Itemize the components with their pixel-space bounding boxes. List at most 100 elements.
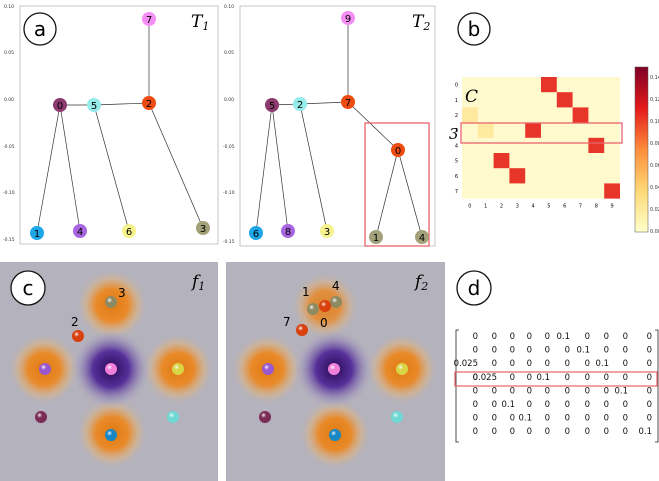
matrix-cell: 0 [473, 346, 478, 356]
ball-label: 7 [283, 315, 291, 329]
matrix-d: 0 0 0 0 0 0.1 0 0 0 00 0 0 0 0 0 0.1 0 0 00.025 0 0 0 0 0 0 0.1 0 0… [454, 332, 652, 437]
ytick: 0.05 [224, 50, 234, 56]
matrix-cell: 0 [565, 400, 570, 410]
yticks-t1: 0.10 0.05 0.00 -0.05 -0.10 -0.15 [3, 4, 15, 243]
matrix-cell: 0 [585, 427, 590, 437]
row-tick: 7 [455, 189, 458, 195]
matrix-cell: 0 [527, 332, 532, 342]
row-tick: 5 [455, 159, 458, 165]
row-tick: 1 [455, 98, 458, 104]
matrix-cell: 0 [527, 427, 532, 437]
tree-node: 2 [142, 96, 156, 110]
matrix-cell: 0 [585, 414, 590, 424]
matrix-cell: 0 [545, 332, 550, 342]
matrix-cell: 0 [623, 373, 628, 383]
tree-node: 1 [30, 226, 44, 240]
matrix-cell: 0 [545, 400, 550, 410]
nodes-t1: 7 0 5 2 1 4 6 3 [30, 12, 210, 240]
yticks-t2: 0.10 0.05 0.00 -0.05 -0.10 -0.15 [223, 4, 235, 245]
colorbar [634, 66, 649, 233]
matrix-cell: 0.1 [576, 346, 590, 356]
ytick: 0.00 [4, 97, 14, 103]
matrix-cell: 0 [647, 386, 652, 396]
matrix-cell: 0 [492, 359, 497, 369]
tree-node: 8 [281, 224, 295, 238]
svg-text:1: 1 [34, 229, 40, 240]
field-f2-balls [259, 296, 408, 441]
matrix-cell: 0 [647, 346, 652, 356]
tree-node: 0 [391, 143, 405, 157]
panel-letter-badge [457, 12, 491, 46]
matrix-cell: 0 [473, 386, 478, 396]
svg-text:8: 8 [285, 227, 291, 238]
matrix-cell: 0 [565, 373, 570, 383]
matrix-cell: 0 [623, 359, 628, 369]
panel-letter: c [23, 276, 34, 300]
colorbar-tick: 0.14 [650, 75, 659, 81]
matrix-cell: 0 [565, 427, 570, 437]
ytick: -0.15 [223, 239, 235, 245]
matrix-cell: 0 [473, 332, 478, 342]
col-tick: 0 [468, 204, 471, 210]
highlight-matrix-row [454, 371, 658, 387]
colorbar-ticks: 0.14 0.12 0.10 0.08 0.06 0.04 0.02 0.00 [650, 75, 659, 235]
col-tick: 6 [563, 204, 566, 210]
matrix-cell: 0 [545, 359, 550, 369]
heatmap-cell [541, 77, 557, 93]
matrix-cell: 0 [647, 332, 652, 342]
matrix-cell: 0 [585, 373, 590, 383]
svg-text:3: 3 [200, 224, 206, 235]
matrix-cell: 0 [545, 346, 550, 356]
ytick: 0.10 [224, 4, 234, 10]
tree-node: 3 [196, 221, 210, 235]
svg-text:2: 2 [146, 99, 152, 110]
ball-label: 3 [118, 286, 126, 300]
tree-node: 6 [122, 224, 136, 238]
tree-node: 5 [265, 98, 279, 112]
row-tick: 3 [455, 128, 458, 134]
ball-label: 0 [320, 316, 328, 330]
col-tick: 2 [500, 204, 503, 210]
tree-node: 1 [369, 230, 383, 244]
svg-text:5: 5 [269, 101, 275, 112]
tree-node: 7 [142, 12, 156, 26]
plot-frame-t2 [239, 5, 436, 247]
colorbar-tick: 0.08 [650, 141, 659, 147]
svg-text:4: 4 [419, 233, 425, 244]
heatmap-cell [509, 168, 526, 184]
col-tick: 4 [532, 204, 535, 210]
heatmap-cell [525, 122, 541, 138]
matrix-cell: 0 [492, 332, 497, 342]
tree-node: 9 [341, 11, 355, 25]
matrix-cell: 0 [510, 359, 515, 369]
col-tick: 3 [516, 204, 519, 210]
nodes-t2: 9 5 2 7 0 6 8 3 1 4 [249, 11, 429, 244]
matrix-cell: 0 [545, 427, 550, 437]
matrix-cell: 0 [473, 373, 478, 383]
matrix-cell: 0 [473, 400, 478, 410]
col-tick: 9 [611, 204, 614, 210]
matrix-cell: 0 [565, 359, 570, 369]
row-label: 3 [449, 125, 459, 143]
matrix-cell: 0 [604, 373, 609, 383]
matrix-cell: 0 [647, 373, 652, 383]
svg-text:9: 9 [345, 14, 351, 25]
panel-letter-badge [456, 270, 492, 306]
matrix-cell: 0.1 [595, 359, 609, 369]
matrix-cell: 0 [545, 414, 550, 424]
matrix-cell: 0 [585, 386, 590, 396]
ytick: -0.05 [223, 144, 235, 150]
matrix-cell: 0 [623, 400, 628, 410]
tree-node: 3 [320, 224, 334, 238]
matrix-cell: 0 [473, 414, 478, 424]
heatmap-cell [462, 107, 478, 123]
panel-letter-badge [10, 270, 46, 306]
matrix-cell: 0 [510, 386, 515, 396]
row-tick: 2 [455, 113, 458, 119]
highlight-subtree [364, 122, 430, 247]
matrix-label: C [465, 87, 478, 107]
tree-node: 7 [341, 95, 355, 109]
ball-label: 2 [71, 315, 79, 329]
svg-text:7: 7 [345, 98, 351, 109]
